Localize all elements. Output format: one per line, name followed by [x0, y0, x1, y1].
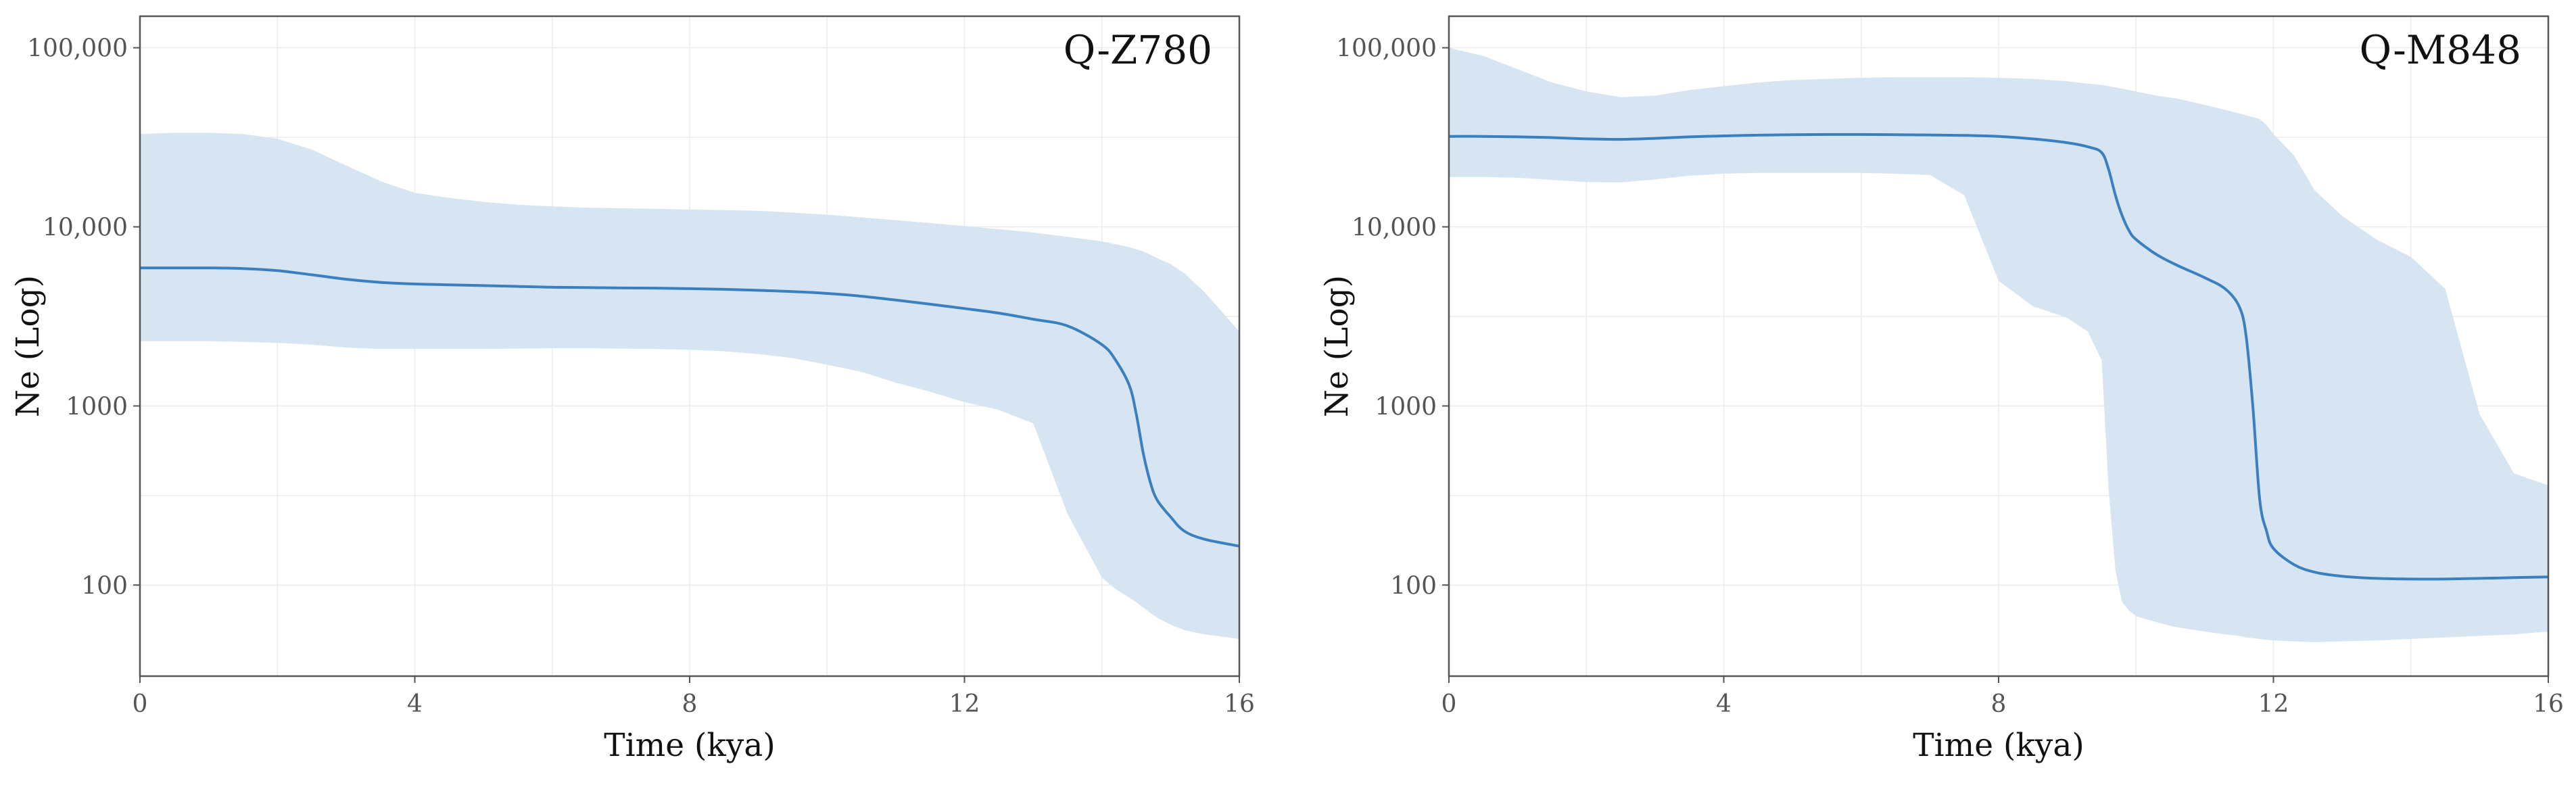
chart-title: Q-Z780 — [1064, 27, 1212, 73]
confidence-band — [140, 133, 1239, 639]
y-tick-label: 100 — [81, 572, 128, 600]
x-tick-label: 0 — [1441, 690, 1457, 718]
y-tick-label: 100,000 — [1336, 35, 1437, 63]
x-tick-label: 4 — [407, 690, 423, 718]
x-tick-label: 16 — [2533, 690, 2564, 718]
x-tick-label: 4 — [1716, 690, 1732, 718]
x-axis-title: Time (kya) — [604, 727, 775, 764]
chart-panel: 0 4 8 12 16 100 1000 10,000 100,000 Time (kya) Ne … — [1318, 15, 2564, 764]
x-tick-label: 12 — [2258, 690, 2289, 718]
y-tick-label: 10,000 — [43, 214, 128, 242]
y-tick-label: 100 — [1390, 572, 1437, 600]
x-tick-label: 0 — [133, 690, 148, 718]
y-tick-label: 1000 — [66, 393, 128, 421]
confidence-band — [1449, 47, 2548, 642]
y-tick-label: 10,000 — [1352, 214, 1437, 242]
y-tick-label: 100,000 — [27, 35, 128, 63]
chart-title: Q-M848 — [2360, 27, 2521, 73]
y-axis-title: Ne (Log) — [9, 275, 47, 417]
x-tick-label: 16 — [1224, 690, 1255, 718]
x-tick-label: 8 — [1991, 690, 2007, 718]
chart-panel: 0 4 8 12 16 100 1000 10,000 100,000 Time (kya) Ne … — [9, 15, 1255, 764]
x-axis-title: Time (kya) — [1913, 727, 2084, 764]
x-tick-label: 12 — [949, 690, 980, 718]
median-line — [139, 266, 1240, 548]
median-line — [1448, 133, 2549, 581]
y-axis-title: Ne (Log) — [1318, 275, 1356, 417]
y-tick-label: 1000 — [1375, 393, 1437, 421]
x-tick-label: 8 — [682, 690, 698, 718]
